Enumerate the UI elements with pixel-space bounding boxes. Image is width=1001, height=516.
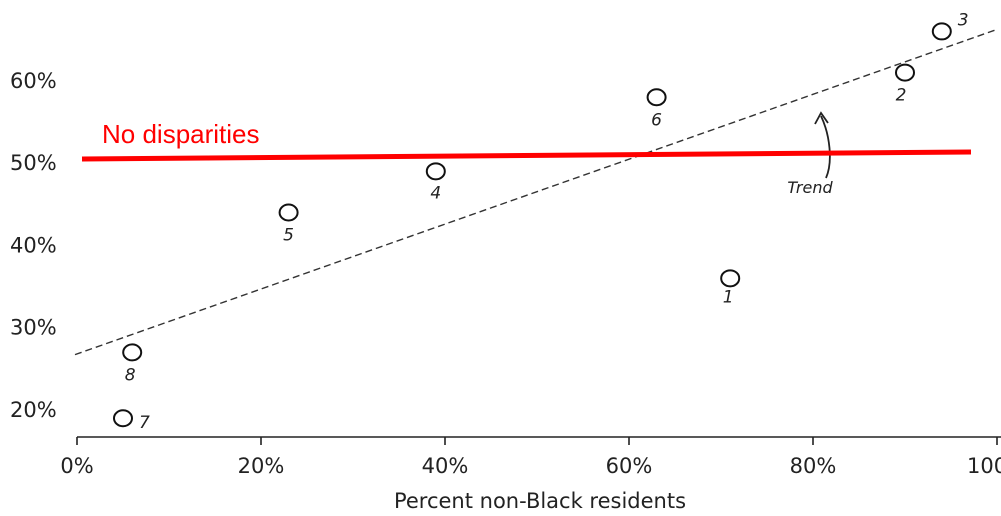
x-tick-label: 100% xyxy=(967,454,1001,478)
x-tick-label: 80% xyxy=(790,454,837,478)
axes: 0% 20% 40% 60% 80% 100% 20% 30% 40% 50% 60% xyxy=(10,69,1001,478)
point-label: 8 xyxy=(125,365,136,385)
data-point xyxy=(720,269,741,288)
data-point xyxy=(646,88,667,107)
x-tick-label: 20% xyxy=(238,454,285,478)
y-tick-label: 60% xyxy=(10,69,57,93)
reference-line-group: No disparities xyxy=(81,119,972,162)
point-label: 5 xyxy=(283,225,294,245)
y-tick-label: 20% xyxy=(10,398,57,422)
data-point xyxy=(113,409,133,428)
no-disparities-label: No disparities xyxy=(102,119,260,149)
data-point xyxy=(278,203,299,222)
y-tick-label: 50% xyxy=(10,151,57,175)
x-tick-label: 40% xyxy=(422,454,469,478)
no-disparities-line xyxy=(81,149,972,162)
trend-label: Trend xyxy=(787,178,833,197)
point-label: 3 xyxy=(958,10,969,30)
data-point xyxy=(931,22,952,41)
point-label: 2 xyxy=(896,86,907,106)
point-label: 6 xyxy=(651,110,662,130)
data-point xyxy=(895,63,915,82)
x-tick-label: 0% xyxy=(60,454,93,478)
data-point xyxy=(122,343,143,362)
trend-arrow xyxy=(820,115,831,179)
point-label: 1 xyxy=(723,287,734,307)
x-axis-label: Percent non-Black residents xyxy=(394,489,686,513)
x-tick-label: 60% xyxy=(606,454,653,478)
trend-group: Trend xyxy=(74,28,998,356)
points-group: 1 2 3 4 5 6 7 8 xyxy=(113,10,969,433)
y-tick-label: 40% xyxy=(10,233,57,257)
trend-line xyxy=(74,28,998,356)
point-label: 7 xyxy=(139,413,150,433)
trend-arrowhead xyxy=(814,111,829,125)
data-point xyxy=(425,162,446,181)
point-label: 4 xyxy=(430,183,441,203)
y-tick-label: 30% xyxy=(10,316,57,340)
